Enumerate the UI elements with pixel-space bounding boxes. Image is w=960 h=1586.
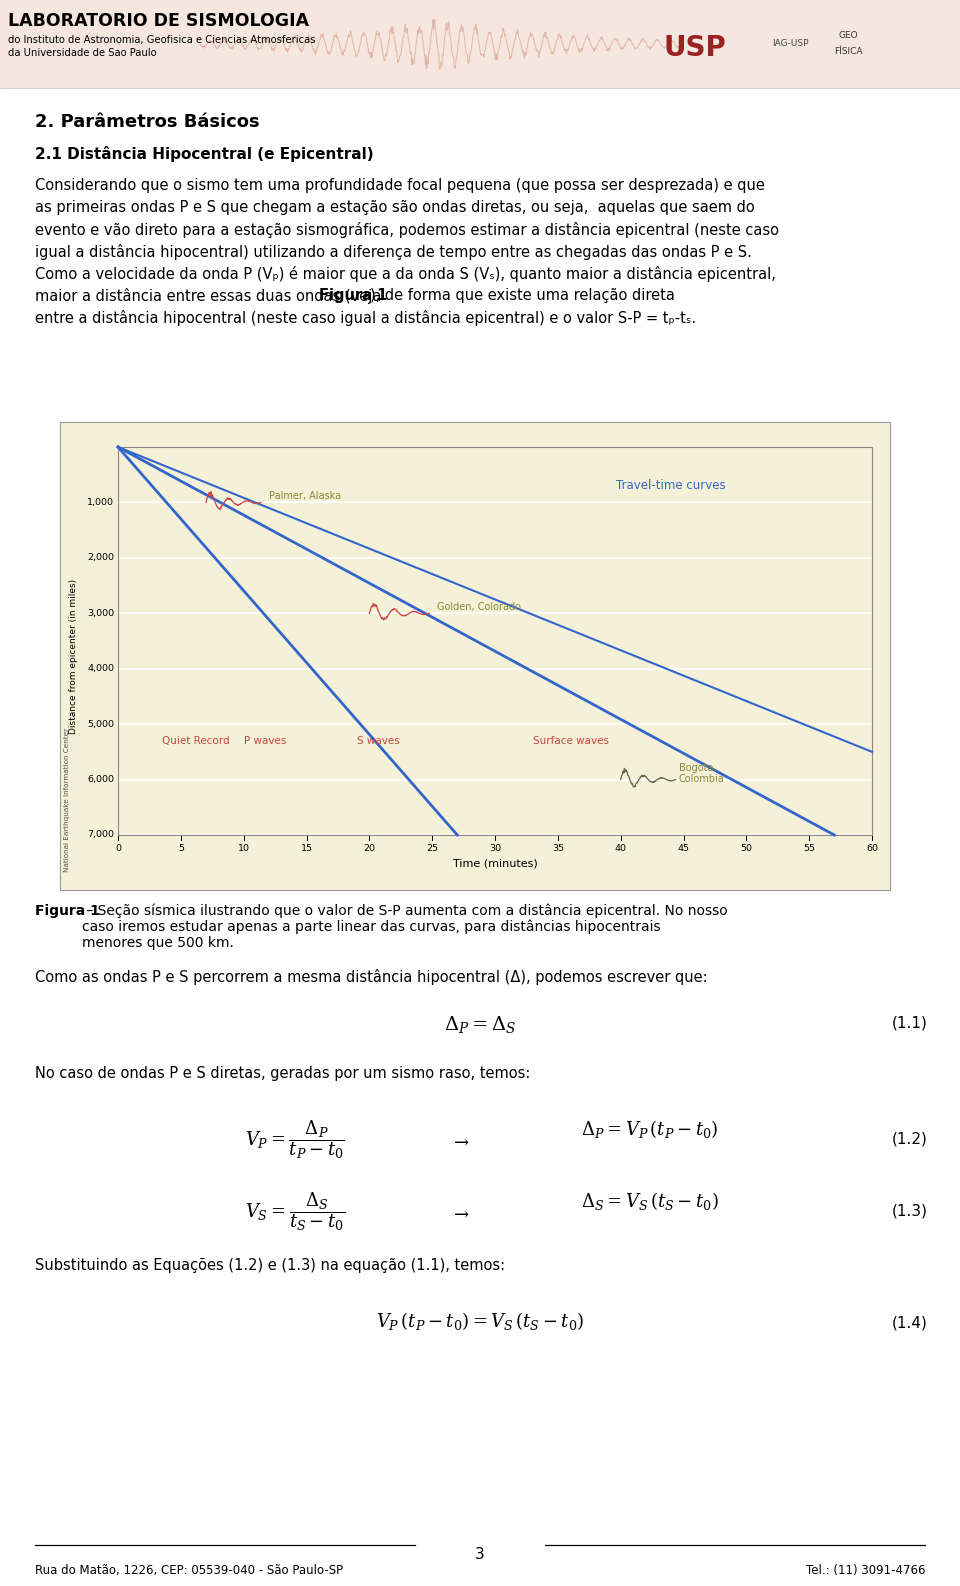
Text: P waves: P waves [244, 736, 286, 745]
Text: maior a distância entre essas duas ondas (veja: maior a distância entre essas duas ondas… [35, 289, 386, 305]
Text: caso iremos estudar apenas a parte linear das curvas, para distâncias hipocentra: caso iremos estudar apenas a parte linea… [82, 920, 660, 934]
Text: Surface waves: Surface waves [533, 736, 609, 745]
Text: 10: 10 [238, 844, 250, 853]
Text: 6,000: 6,000 [87, 776, 114, 783]
Text: 35: 35 [552, 844, 564, 853]
Text: 40: 40 [614, 844, 627, 853]
Text: do Instituto de Astronomia, Geofisica e Ciencias Atmosfericas: do Instituto de Astronomia, Geofisica e … [8, 35, 316, 44]
Text: (1.4): (1.4) [892, 1315, 928, 1331]
Bar [0, 0, 960, 87]
Text: $V_P = \dfrac{\Delta_P}{t_P-t_0}$: $V_P = \dfrac{\Delta_P}{t_P-t_0}$ [245, 1118, 345, 1161]
Bar [60, 422, 890, 890]
Text: 3: 3 [475, 1546, 485, 1562]
Text: as primeiras ondas P e S que chegam a estação são ondas diretas, ou seja,  aquel: as primeiras ondas P e S que chegam a es… [35, 200, 755, 216]
Text: $\Delta_S=V_S\,(t_S - t_0)$: $\Delta_S=V_S\,(t_S - t_0)$ [581, 1190, 719, 1212]
Text: USP: USP [663, 33, 727, 62]
Text: Figura 1: Figura 1 [320, 289, 388, 303]
Text: Distance from epicenter (in miles): Distance from epicenter (in miles) [68, 579, 78, 734]
Text: Figura 1: Figura 1 [35, 904, 100, 918]
Text: 2. Parâmetros Básicos: 2. Parâmetros Básicos [35, 113, 259, 132]
Text: igual a distância hipocentral) utilizando a diferença de tempo entre as chegadas: igual a distância hipocentral) utilizand… [35, 244, 752, 260]
Text: IAG-USP: IAG-USP [772, 40, 808, 49]
Text: 2,000: 2,000 [87, 554, 114, 563]
Text: 4,000: 4,000 [87, 665, 114, 672]
Text: (1.3): (1.3) [892, 1204, 928, 1220]
Text: 5: 5 [178, 844, 183, 853]
Text: 3,000: 3,000 [86, 609, 114, 619]
Text: 55: 55 [804, 844, 815, 853]
Text: Como as ondas P e S percorrem a mesma distância hipocentral (Δ), podemos escreve: Como as ondas P e S percorrem a mesma di… [35, 969, 708, 985]
Text: da Universidade de Sao Paulo: da Universidade de Sao Paulo [8, 48, 156, 59]
Text: Bogota,
Colombia: Bogota, Colombia [679, 763, 725, 785]
Text: $\rightarrow$: $\rightarrow$ [450, 1204, 469, 1221]
Text: 45: 45 [678, 844, 689, 853]
Text: entre a distância hipocentral (neste caso igual a distância epicentral) e o valo: entre a distância hipocentral (neste cas… [35, 309, 696, 327]
Text: 0: 0 [115, 844, 121, 853]
Text: 30: 30 [489, 844, 501, 853]
Text: (1.1): (1.1) [892, 1017, 928, 1031]
Text: $\Delta_P=V_P\,(t_P - t_0)$: $\Delta_P=V_P\,(t_P - t_0)$ [582, 1118, 719, 1140]
Text: FÍSICA: FÍSICA [833, 48, 862, 57]
Text: Tel.: (11) 3091-4766: Tel.: (11) 3091-4766 [805, 1564, 925, 1576]
Text: 7,000: 7,000 [87, 831, 114, 839]
Text: 50: 50 [740, 844, 753, 853]
Text: 25: 25 [426, 844, 438, 853]
Text: evento e vão direto para a estação sismográfica, podemos estimar a distância epi: evento e vão direto para a estação sismo… [35, 222, 779, 238]
Text: 2.1 Distância Hipocentral (e Epicentral): 2.1 Distância Hipocentral (e Epicentral) [35, 146, 373, 162]
Text: Quiet Record: Quiet Record [162, 736, 229, 745]
Text: 60: 60 [866, 844, 878, 853]
Text: GEO: GEO [838, 32, 858, 41]
Text: menores que 500 km.: menores que 500 km. [82, 936, 233, 950]
Text: Golden, Colorado: Golden, Colorado [438, 603, 521, 612]
Text: S waves: S waves [357, 736, 399, 745]
Text: Como a velocidade da onda P (Vₚ) é maior que a da onda S (Vₛ), quanto maior a di: Como a velocidade da onda P (Vₚ) é maior… [35, 266, 776, 282]
Text: $\rightarrow$: $\rightarrow$ [450, 1132, 469, 1150]
Text: 5,000: 5,000 [87, 720, 114, 728]
Text: (1.2): (1.2) [892, 1132, 928, 1147]
Text: 15: 15 [300, 844, 313, 853]
Text: National Earthquake Information Center: National Earthquake Information Center [64, 728, 70, 872]
Text: Palmer, Alaska: Palmer, Alaska [269, 492, 341, 501]
Text: Substituindo as Equações (1.2) e (1.3) na equação (1.1), temos:: Substituindo as Equações (1.2) e (1.3) n… [35, 1258, 505, 1274]
Text: $V_P\,(t_P - t_0) = V_S\,(t_S - t_0)$: $V_P\,(t_P - t_0) = V_S\,(t_S - t_0)$ [376, 1310, 584, 1332]
Text: $V_S = \dfrac{\Delta_S}{t_S-t_0}$: $V_S = \dfrac{\Delta_S}{t_S-t_0}$ [245, 1190, 345, 1232]
Text: 1,000: 1,000 [87, 498, 114, 508]
Text: No caso de ondas P e S diretas, geradas por um sismo raso, temos:: No caso de ondas P e S diretas, geradas … [35, 1066, 530, 1082]
Text: ), de forma que existe uma relação direta: ), de forma que existe uma relação diret… [370, 289, 675, 303]
Text: Time (minutes): Time (minutes) [452, 860, 538, 869]
Text: Considerando que o sismo tem uma profundidade focal pequena (que possa ser despr: Considerando que o sismo tem uma profund… [35, 178, 765, 193]
Text: Travel-time curves: Travel-time curves [616, 479, 726, 492]
Text: 20: 20 [363, 844, 375, 853]
Text: LABORATORIO DE SISMOLOGIA: LABORATORIO DE SISMOLOGIA [8, 13, 309, 30]
Text: – Seção sísmica ilustrando que o valor de S-P aumenta com a distância epicentral: – Seção sísmica ilustrando que o valor d… [82, 904, 728, 918]
Text: Rua do Matão, 1226, CEP: 05539-040 - São Paulo-SP: Rua do Matão, 1226, CEP: 05539-040 - São… [35, 1564, 343, 1576]
Text: $\Delta_P=\Delta_S$: $\Delta_P=\Delta_S$ [444, 1013, 516, 1036]
